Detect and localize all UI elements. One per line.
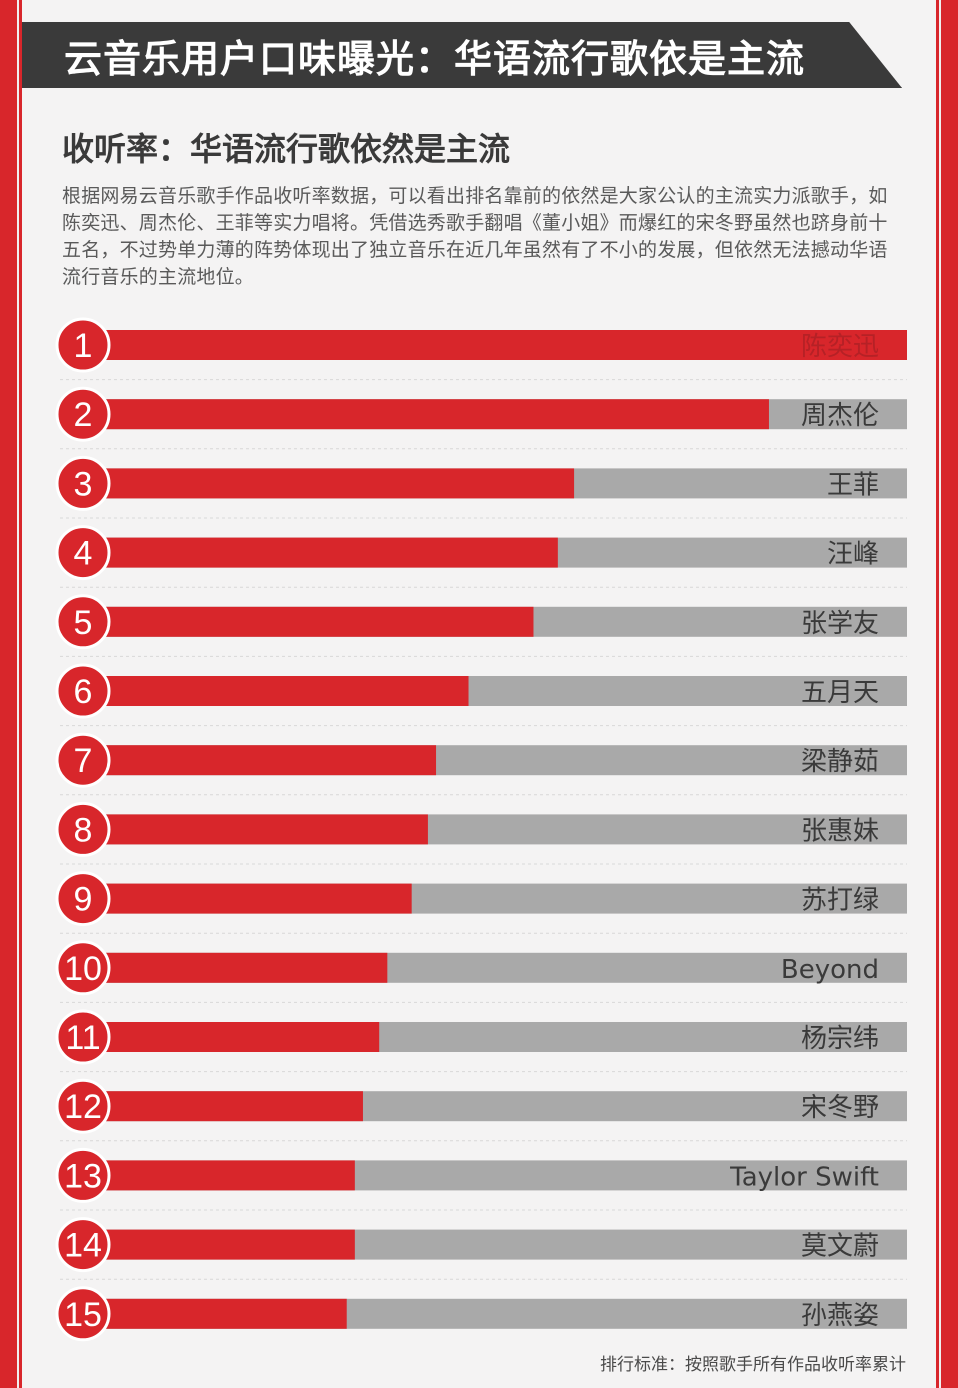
bar-value [95,676,469,706]
bar-value [95,468,575,499]
page-title: 云音乐用户口味曝光：华语流行歌依是主流 [64,36,806,81]
rank-circle [55,801,111,857]
bar-value [95,537,558,568]
rank-circle [55,871,111,927]
singer-name-label: 周杰伦 [801,401,879,431]
singer-name-label: 五月天 [801,678,879,708]
singer-name-label: 王菲 [827,470,879,500]
singer-name-label: 苏打绿 [801,886,879,916]
rank-label: 3 [74,465,93,503]
singer-name-label: 杨宗纬 [801,1024,879,1054]
bar-value [95,1160,355,1191]
right-red-frame [936,0,958,1388]
rank-label: 12 [64,1088,102,1126]
singer-name-label: 张惠妹 [801,816,879,846]
rank-label: 9 [74,881,93,919]
rank-label: 6 [74,673,93,711]
rank-label: 8 [74,811,93,849]
bar-value [95,399,769,430]
rank-label: 11 [65,1019,100,1057]
singer-name-label: 张学友 [801,609,879,639]
rank-label: 2 [74,396,93,434]
bar-value [95,814,428,845]
bar-value [95,606,534,637]
bar-value [95,952,388,983]
rank-label: 7 [74,742,93,780]
rank-label: 1 [74,327,93,365]
rank-circle [55,525,111,581]
rank-label: 5 [74,604,93,642]
rank-circle [55,1217,111,1273]
rank-circle [55,1009,111,1065]
rank-circle [55,1078,111,1134]
rank-circle [55,317,111,373]
singer-name-label: 梁静茹 [801,747,879,777]
singer-name-label: 汪峰 [827,540,879,570]
bar-value [95,883,412,914]
bar-value [95,1298,347,1329]
description-paragraph: 根据网易云音乐歌手作品收听率数据，可以看出排名靠前的依然是大家公认的主流实力派歌… [62,185,888,288]
bar-value [95,1091,363,1122]
rank-label: 13 [64,1157,102,1195]
rank-circle [55,663,111,719]
bar-value [95,1229,355,1260]
singer-name-label: Beyond [781,955,879,985]
bar-value [95,745,437,776]
rank-circle [55,940,111,996]
rank-circle [55,1286,111,1342]
rank-circle [55,386,111,442]
ranking-criteria-note: 排行标准：按照歌手所有作品收听率累计 [600,1355,906,1375]
bar-value [95,330,907,360]
singer-name-label: 陈奕迅 [801,332,879,362]
section-subtitle: 收听率：华语流行歌依然是主流 [62,130,511,168]
rank-label: 15 [64,1296,102,1334]
bar-value [95,1022,380,1052]
rank-circle [55,1147,111,1203]
rank-label: 14 [64,1227,102,1265]
rank-label: 4 [74,535,93,573]
rank-circle [55,732,111,788]
left-red-frame [0,0,22,1388]
singer-name-label: Taylor Swift [729,1162,879,1192]
rank-label: 10 [64,950,102,988]
singer-name-label: 莫文蔚 [801,1232,879,1262]
singer-name-label: 孙燕姿 [801,1301,879,1331]
rank-circle [55,455,111,511]
singer-name-label: 宋冬野 [801,1093,879,1123]
header-banner: 云音乐用户口味曝光：华语流行歌依是主流 [22,22,902,88]
rank-circle [55,594,111,650]
